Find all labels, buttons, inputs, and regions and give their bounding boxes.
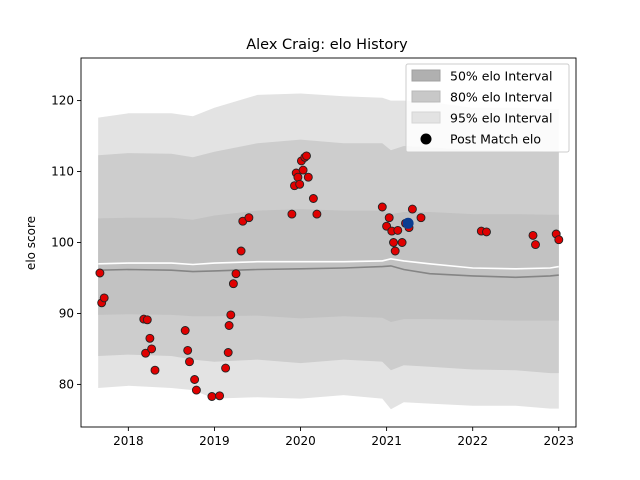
post-match-elo-point (531, 240, 540, 250)
post-match-elo-point (150, 365, 160, 375)
band-50 (98, 209, 559, 322)
post-match-elo-point (141, 348, 151, 358)
y-axis-label: elo score (24, 216, 38, 270)
legend-swatch (411, 90, 441, 103)
post-match-elo-point (298, 165, 308, 175)
post-match-elo-point (223, 348, 233, 357)
post-match-elo-point (393, 225, 403, 235)
post-match-elo-point (183, 345, 193, 355)
x-tick-label: 2019 (199, 434, 230, 448)
x-tick-label: 2018 (113, 434, 144, 448)
x-tick-label: 2022 (457, 434, 488, 448)
legend-label: 50% elo Interval (450, 69, 552, 84)
y-tick-label: 80 (59, 377, 74, 391)
post-match-elo-point (207, 392, 217, 401)
post-match-elo-point (221, 363, 231, 373)
plot-area (95, 93, 564, 410)
post-match-elo-point (99, 293, 109, 303)
post-match-elo-point (147, 344, 157, 354)
y-tick-label: 100 (51, 236, 74, 250)
post-match-elo-point (231, 269, 241, 279)
post-match-elo-point (407, 204, 417, 214)
chart-title: Alex Craig: elo History (246, 37, 408, 53)
post-match-elo-point (226, 310, 236, 320)
legend-marker (420, 133, 432, 145)
x-tick-label: 2021 (371, 434, 402, 448)
post-match-elo-point (302, 151, 311, 161)
post-match-elo-point (145, 333, 155, 343)
legend: 50% elo Interval 80% elo Interval 95% elo … (405, 63, 570, 153)
post-match-elo-point (389, 238, 398, 247)
post-match-elo-point (384, 213, 394, 223)
x-tick-label: 2023 (544, 434, 575, 448)
post-match-elo-point (312, 209, 322, 219)
x-tick-label: 2020 (285, 434, 316, 448)
legend-label: 95% elo Interval (450, 111, 552, 126)
post-match-elo-point (482, 227, 491, 237)
post-match-elo-point (215, 391, 225, 401)
post-match-elo-point (287, 209, 297, 219)
post-match-elo-point (190, 375, 200, 384)
post-match-elo-point (295, 179, 305, 189)
post-match-elo-point (180, 326, 190, 335)
post-match-elo-point (554, 235, 564, 245)
y-tick-label: 90 (59, 306, 74, 320)
legend-swatch (411, 111, 441, 124)
latest-elo-point (402, 217, 414, 229)
post-match-elo-point (95, 268, 105, 278)
post-match-elo-point (191, 385, 201, 395)
post-match-elo-point (236, 246, 246, 256)
post-match-elo-point (528, 230, 538, 240)
post-match-elo-point (142, 315, 152, 325)
y-tick-label: 110 (51, 165, 74, 179)
legend-label: Post Match elo (450, 132, 541, 147)
post-match-elo-point (397, 238, 407, 247)
axes: 2018 2019 2020 2021 2022 2023 80 90 100 110 120 (51, 57, 577, 448)
lower-quantile-line (98, 265, 559, 279)
post-match-elo-point (185, 357, 194, 367)
post-match-elo-point (390, 246, 400, 256)
post-match-elo-point (308, 194, 318, 203)
post-match-elo-point (224, 321, 234, 330)
legend-label: 80% elo Interval (450, 90, 552, 105)
post-match-elo-point (416, 213, 426, 223)
post-match-elo-point (303, 172, 313, 182)
median-line (98, 257, 559, 270)
legend-swatch (411, 69, 441, 82)
post-match-elo-point (377, 202, 387, 212)
legend-box (405, 63, 570, 153)
post-match-elo-point (228, 279, 238, 289)
post-match-elo-point (244, 213, 254, 223)
y-tick-label: 120 (51, 94, 74, 108)
